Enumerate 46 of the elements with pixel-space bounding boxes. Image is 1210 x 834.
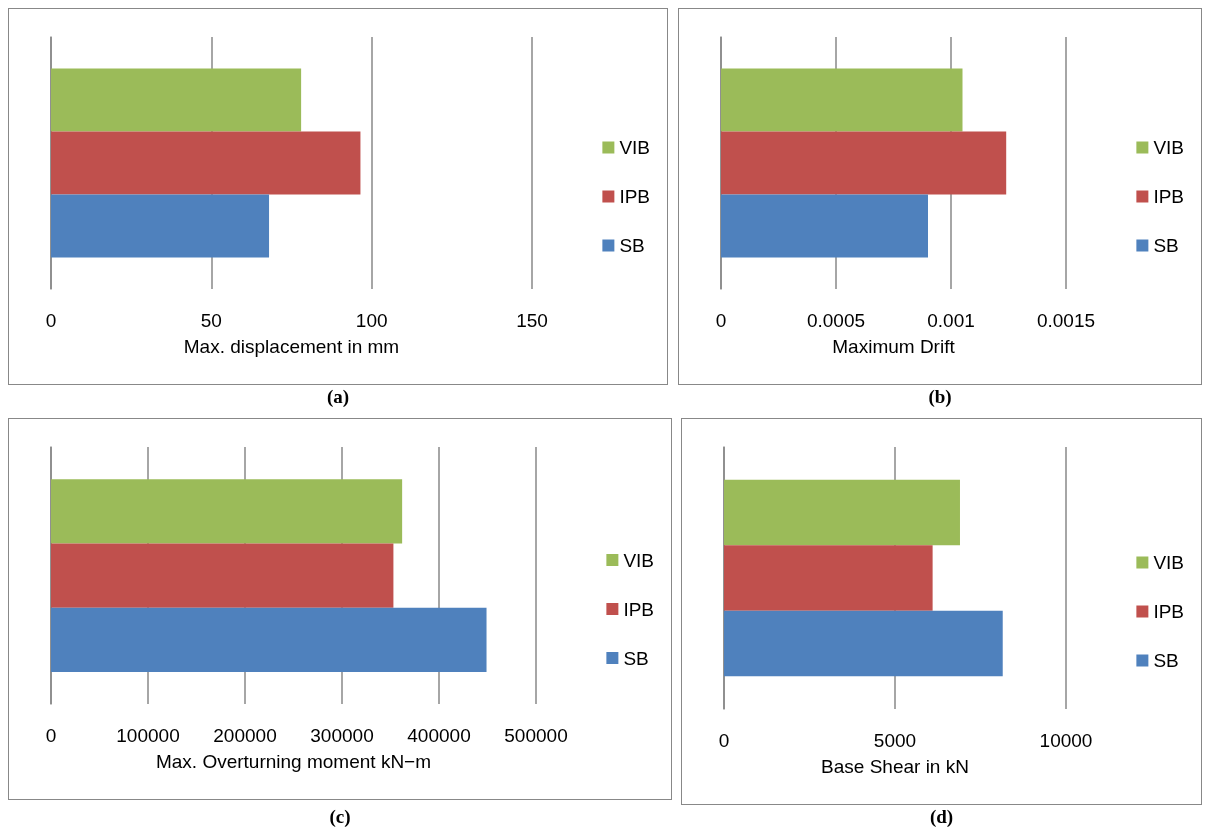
x-tick-label: 200000 bbox=[213, 725, 277, 746]
legend-label: SB bbox=[1153, 650, 1179, 671]
bar bbox=[51, 607, 487, 672]
bar bbox=[724, 610, 1003, 677]
x-tick-label: 0 bbox=[718, 730, 730, 751]
x-tick-label: 500000 bbox=[504, 725, 568, 746]
text: (a) bbox=[325, 386, 351, 408]
x-tick-label: 5000 bbox=[873, 730, 917, 751]
bar bbox=[51, 131, 361, 195]
x-axis-title: Max. Overturning moment kN−m bbox=[155, 751, 432, 772]
legend-label: SB bbox=[1153, 235, 1179, 256]
legend-label: VIB bbox=[1153, 137, 1184, 158]
x-tick-label: 0 bbox=[45, 725, 57, 746]
legend-label: SB bbox=[619, 235, 645, 256]
x-tick-label: 150 bbox=[516, 310, 548, 331]
x-tick-label: 0.001 bbox=[927, 310, 975, 331]
legend-label: VIB bbox=[619, 137, 650, 158]
x-tick-label: 0.0005 bbox=[806, 310, 866, 331]
legend-label: SB bbox=[623, 647, 649, 669]
legend-label: VIB bbox=[623, 549, 654, 571]
legend-label: VIB bbox=[1153, 552, 1184, 573]
bar bbox=[51, 479, 403, 544]
x-axis-title: Max. displacement in mm bbox=[183, 336, 400, 357]
legend-label: IPB bbox=[619, 186, 650, 207]
legend-label: IPB bbox=[1153, 186, 1184, 207]
x-tick-label: 0 bbox=[45, 310, 57, 331]
x-tick-label: 10000 bbox=[1039, 730, 1093, 751]
legend-label: IPB bbox=[1153, 601, 1184, 622]
bar bbox=[51, 194, 270, 258]
legend-label: IPB bbox=[623, 598, 654, 620]
x-tick-label: 100000 bbox=[116, 725, 180, 746]
bar bbox=[51, 543, 394, 608]
bar bbox=[724, 545, 933, 611]
x-tick-label: 0.0015 bbox=[1036, 310, 1096, 331]
text: (c) bbox=[328, 806, 352, 828]
x-tick-label: 100 bbox=[355, 310, 388, 331]
x-axis-title: Maximum Drift bbox=[832, 336, 956, 357]
text: (d) bbox=[928, 806, 955, 828]
bar bbox=[724, 479, 960, 546]
x-tick-label: 300000 bbox=[310, 725, 374, 746]
x-tick-label: 0 bbox=[715, 310, 727, 331]
x-axis-title: Base Shear in kN bbox=[821, 756, 969, 777]
text: (b) bbox=[927, 386, 953, 408]
x-tick-label: 50 bbox=[200, 310, 222, 331]
bar bbox=[51, 68, 302, 132]
x-tick-label: 400000 bbox=[407, 725, 471, 746]
